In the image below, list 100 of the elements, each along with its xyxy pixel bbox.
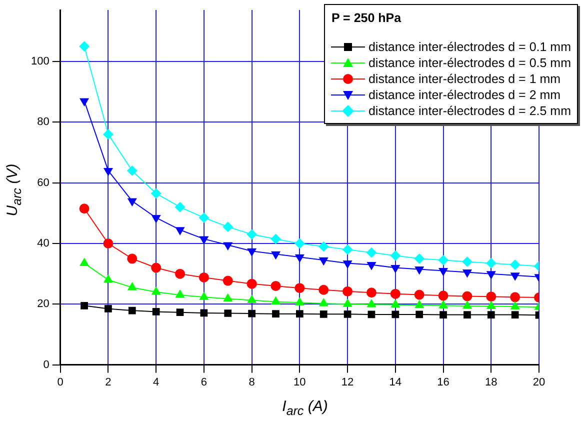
point	[392, 310, 400, 318]
point	[510, 260, 520, 270]
point	[367, 299, 376, 308]
point	[222, 276, 233, 286]
point	[391, 300, 400, 308]
point	[247, 295, 256, 303]
point	[151, 188, 162, 198]
point	[416, 310, 424, 318]
point	[103, 129, 114, 140]
point	[462, 256, 472, 267]
point	[464, 311, 471, 318]
point	[438, 255, 448, 266]
point	[103, 238, 114, 248]
point	[104, 305, 112, 312]
point	[200, 292, 208, 300]
x-tick-label: 18	[485, 376, 498, 388]
legend-label: distance inter-électrodes d = 2 mm	[368, 88, 561, 102]
point	[366, 288, 376, 298]
point	[294, 283, 305, 294]
point	[80, 258, 89, 266]
point	[414, 254, 424, 264]
point	[127, 166, 138, 176]
point	[79, 41, 90, 52]
x-axis-title: I$_{arc}$ (A)	[282, 398, 328, 418]
point	[246, 278, 257, 289]
point	[414, 290, 424, 300]
legend-label: distance inter-électrodes d = 0.1 mm	[368, 40, 571, 54]
point	[270, 280, 281, 291]
point	[152, 214, 160, 223]
y-tick-label: 100	[30, 56, 50, 68]
point	[320, 310, 328, 318]
point	[319, 298, 328, 306]
point	[486, 258, 496, 268]
y-tick-label: 60	[37, 176, 50, 189]
point	[511, 311, 519, 318]
point	[343, 260, 352, 268]
point	[152, 308, 160, 316]
point	[128, 306, 136, 314]
x-tick-label: 10	[294, 376, 306, 388]
x-tick-label: 16	[437, 376, 450, 388]
point	[440, 311, 447, 318]
y-tick-label: 80	[37, 116, 50, 128]
point	[175, 268, 186, 279]
y-tick-label: 20	[37, 298, 50, 310]
point	[128, 282, 137, 290]
point	[318, 284, 329, 295]
point	[343, 299, 352, 307]
point	[79, 204, 90, 214]
point	[390, 288, 400, 299]
point	[510, 272, 520, 280]
x-tick-label: 0	[57, 376, 64, 388]
point	[223, 242, 232, 250]
point	[510, 302, 520, 310]
point	[438, 290, 448, 301]
point	[342, 286, 353, 296]
point	[486, 292, 496, 302]
point	[128, 198, 137, 206]
point	[342, 244, 353, 255]
point	[198, 272, 209, 282]
point	[80, 302, 88, 310]
point	[223, 294, 232, 302]
point	[200, 236, 208, 244]
point	[414, 266, 424, 274]
point	[462, 300, 472, 309]
point	[390, 250, 400, 261]
legend-label: distance inter-électrodes d = 1 mm	[368, 72, 561, 86]
point	[104, 274, 113, 283]
point	[487, 311, 495, 318]
point	[510, 292, 520, 302]
point	[152, 287, 160, 295]
point	[246, 229, 257, 240]
point	[272, 310, 280, 318]
point	[175, 202, 186, 212]
point	[486, 301, 496, 310]
point	[438, 268, 448, 276]
y-tick-label: 0	[43, 358, 50, 371]
point	[151, 262, 162, 273]
point	[176, 227, 184, 235]
point	[295, 254, 304, 262]
point	[222, 222, 233, 232]
point	[198, 212, 209, 223]
x-tick-label: 14	[389, 376, 402, 388]
point	[462, 291, 472, 302]
point	[271, 251, 280, 260]
x-tick-label: 12	[341, 376, 354, 388]
point	[368, 310, 376, 318]
point	[176, 308, 184, 316]
x-tick-label: 6	[200, 376, 208, 388]
point	[486, 271, 496, 279]
point	[295, 298, 304, 306]
point	[366, 248, 376, 258]
point	[294, 238, 305, 248]
point	[438, 300, 448, 308]
point	[200, 309, 208, 317]
x-tick-label: 4	[153, 376, 160, 388]
point	[462, 270, 472, 278]
point	[344, 310, 352, 318]
point	[270, 234, 281, 244]
legend-label: distance inter-électrodes d = 2.5 mm	[368, 104, 571, 118]
x-tick-label: 2	[105, 376, 112, 388]
